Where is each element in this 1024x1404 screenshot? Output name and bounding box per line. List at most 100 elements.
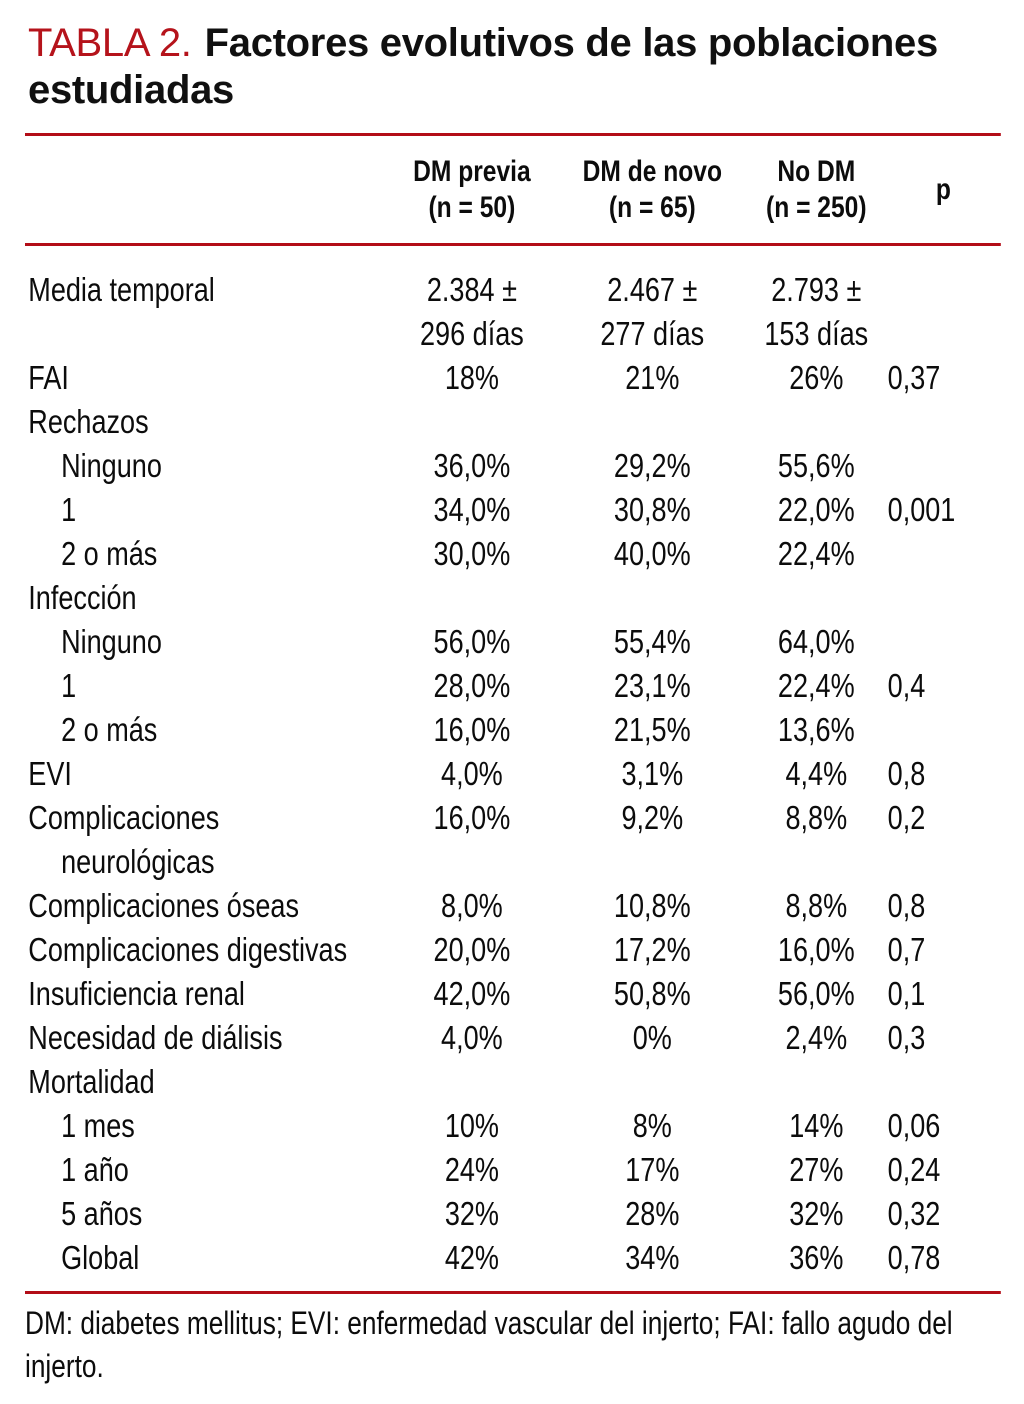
header-rule bbox=[25, 243, 1001, 246]
cell-p-value: 0,8 bbox=[887, 755, 926, 792]
row-label: 2 o más bbox=[61, 535, 158, 572]
cell-dm-de-novo: 50,8% bbox=[613, 975, 691, 1012]
row-label-cell: Mortalidad bbox=[25, 1060, 386, 1104]
cell-dm-de-novo: 17% bbox=[625, 1151, 680, 1188]
row-label: Insuficiencia renal bbox=[28, 975, 245, 1012]
row-label-cell: Media temporal bbox=[25, 268, 386, 312]
cell-dm-de-novo: 9,2% bbox=[621, 799, 684, 836]
cell-p-value: 0,1 bbox=[887, 975, 926, 1012]
row-label-cell: Rechazos bbox=[25, 400, 386, 444]
bottom-rule bbox=[25, 1291, 1001, 1294]
row-label-cell: 2 o más bbox=[25, 532, 386, 576]
row-label: Infección bbox=[28, 579, 137, 616]
row-label-cell: Complicaciones digestivas bbox=[25, 928, 386, 972]
table-row: Complicaciones óseas 8,0% 10,8% 8,8% 0,8 bbox=[25, 884, 1001, 928]
row-label-cell: 1 mes bbox=[25, 1104, 386, 1148]
cell-dm-previa: 18% bbox=[444, 359, 499, 396]
table-row: Global 42% 34% 36% 0,78 bbox=[25, 1236, 1001, 1280]
row-label: Complicaciones digestivas bbox=[28, 931, 348, 968]
table-row: Ninguno 56,0% 55,4% 64,0% bbox=[25, 620, 1001, 664]
row-label-cell: Global bbox=[25, 1236, 386, 1280]
cell-no-dm: 22,4% bbox=[777, 535, 855, 572]
row-label-cell: 5 años bbox=[25, 1192, 386, 1236]
cell-dm-previa: 34,0% bbox=[433, 491, 511, 528]
cell-dm-previa: 42% bbox=[444, 1239, 499, 1276]
table-row: FAI 18% 21% 26% 0,37 bbox=[25, 356, 1001, 400]
cell-dm-previa: 28,0% bbox=[433, 667, 511, 704]
cell-dm-de-novo: 23,1% bbox=[613, 667, 691, 704]
table-row: 5 años 32% 28% 32% 0,32 bbox=[25, 1192, 1001, 1236]
row-label-cell: 1 bbox=[25, 664, 386, 708]
cell-dm-previa: 36,0% bbox=[433, 447, 511, 484]
row-label: Complicaciones bbox=[28, 799, 220, 836]
footnote: DM: diabetes mellitus; EVI: enfermedad v… bbox=[25, 1305, 953, 1384]
title-text: Factores evolutivos de las poblaciones bbox=[204, 21, 939, 65]
row-label-cell: Necesidad de diálisis bbox=[25, 1016, 386, 1060]
cell-no-dm: 4,4% bbox=[785, 755, 848, 792]
col-header-dm-de-novo: DM de novo (n = 65) bbox=[558, 154, 747, 226]
table-row: 1 mes 10% 8% 14% 0,06 bbox=[25, 1104, 1001, 1148]
cell-p-value: 0,3 bbox=[887, 1019, 926, 1056]
cell-dm-de-novo: 40,0% bbox=[613, 535, 691, 572]
cell-dm-previa: 56,0% bbox=[433, 623, 511, 660]
row-label-cell: 2 o más bbox=[25, 708, 386, 752]
row-label: Complicaciones óseas bbox=[28, 887, 300, 924]
cell-p-value: 0,8 bbox=[887, 887, 926, 924]
cell-dm-de-novo: 17,2% bbox=[613, 931, 691, 968]
row-label-cell: Complicaciones óseas bbox=[25, 884, 386, 928]
row-label-cell: Ninguno bbox=[25, 620, 386, 664]
cell-no-dm: 27% bbox=[789, 1151, 844, 1188]
row-label: FAI bbox=[28, 359, 69, 396]
table: DM previa (n = 50) DM de novo (n = 65) N… bbox=[25, 133, 1001, 1388]
cell-p-value: 0,7 bbox=[887, 931, 926, 968]
row-label-cell: 1 bbox=[25, 488, 386, 532]
cell-dm-de-novo: 2.467 ± 277 días bbox=[600, 271, 705, 352]
row-label-cell: 1 año bbox=[25, 1148, 386, 1192]
cell-dm-de-novo: 34% bbox=[625, 1239, 680, 1276]
row-label: 1 mes bbox=[61, 1107, 135, 1144]
row-label-cell: Infección bbox=[25, 576, 386, 620]
cell-dm-previa: 24% bbox=[444, 1151, 499, 1188]
cell-no-dm: 8,8% bbox=[785, 799, 848, 836]
table-title: TABLA 2. Factores evolutivos de las pobla… bbox=[28, 20, 988, 114]
cell-dm-de-novo: 30,8% bbox=[613, 491, 691, 528]
col-header-no-dm: No DM (n = 250) bbox=[747, 154, 886, 226]
cell-no-dm: 64,0% bbox=[777, 623, 855, 660]
cell-p-value: 0,2 bbox=[887, 799, 926, 836]
row-label: Global bbox=[61, 1239, 140, 1276]
col-header-p: p bbox=[886, 136, 1001, 243]
cell-no-dm: 26% bbox=[789, 359, 844, 396]
col-header-line2: (n = 250) bbox=[766, 190, 867, 224]
cell-dm-de-novo: 21,5% bbox=[613, 711, 691, 748]
row-label-cell: Complicaciones neurológicas bbox=[25, 796, 386, 884]
title-line-2: estudiadas bbox=[28, 68, 234, 112]
cell-no-dm: 2.793 ± 153 días bbox=[764, 271, 869, 352]
cell-dm-de-novo: 55,4% bbox=[613, 623, 691, 660]
cell-dm-de-novo: 10,8% bbox=[613, 887, 691, 924]
col-header-line2: (n = 50) bbox=[428, 190, 516, 224]
cell-dm-previa: 42,0% bbox=[433, 975, 511, 1012]
cell-no-dm: 8,8% bbox=[785, 887, 848, 924]
cell-dm-previa: 2.384 ± 296 días bbox=[419, 271, 524, 352]
table-row: Mortalidad bbox=[25, 1060, 1001, 1104]
col-header-line1: No DM bbox=[777, 154, 856, 188]
row-label-line2: neurológicas bbox=[61, 843, 215, 880]
row-label-cell: FAI bbox=[25, 356, 386, 400]
cell-no-dm: 16,0% bbox=[777, 931, 855, 968]
row-label: 5 años bbox=[61, 1195, 143, 1232]
row-label: 1 bbox=[61, 667, 77, 704]
cell-dm-previa: 20,0% bbox=[433, 931, 511, 968]
cell-dm-previa: 10% bbox=[444, 1107, 499, 1144]
cell-p-value: 0,32 bbox=[887, 1195, 941, 1232]
table-row: Complicaciones digestivas 20,0% 17,2% 16… bbox=[25, 928, 1001, 972]
cell-dm-de-novo: 28% bbox=[625, 1195, 680, 1232]
cell-dm-de-novo: 8% bbox=[632, 1107, 672, 1144]
table-number-label: TABLA 2. bbox=[28, 21, 192, 65]
cell-no-dm: 22,4% bbox=[777, 667, 855, 704]
cell-no-dm: 22,0% bbox=[777, 491, 855, 528]
cell-no-dm: 32% bbox=[789, 1195, 844, 1232]
table-row: 1 28,0% 23,1% 22,4% 0,4 bbox=[25, 664, 1001, 708]
row-label: Media temporal bbox=[28, 271, 215, 308]
col-header-line2: (n = 65) bbox=[608, 190, 696, 224]
row-label: EVI bbox=[28, 755, 72, 792]
